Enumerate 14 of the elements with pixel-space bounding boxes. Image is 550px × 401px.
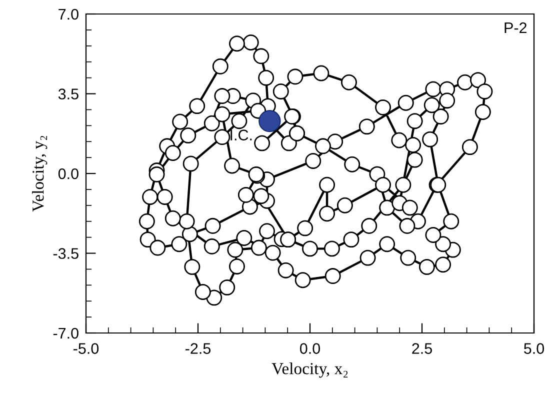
y-tick-label: 3.5 — [58, 88, 78, 100]
y-tick-label: -7.0 — [53, 328, 78, 339]
x-tick-label: -2.5 — [186, 343, 211, 354]
x-tick-label: -5.0 — [74, 343, 99, 354]
x-tick-label: 5.0 — [524, 343, 544, 354]
y-axis-title: Velocity, y₂ — [32, 136, 48, 212]
x-tick-label: 2.5 — [412, 343, 432, 354]
y-tick-label: -3.5 — [53, 248, 78, 259]
x-axis-title: Velocity, x₂ — [272, 362, 348, 378]
annotation: I.C. — [230, 130, 252, 140]
x-tick-label: 0.0 — [300, 343, 320, 354]
annotation: P-2 — [504, 22, 527, 34]
y-tick-label: 7.0 — [58, 8, 78, 20]
y-tick-label: 0.0 — [58, 168, 78, 180]
